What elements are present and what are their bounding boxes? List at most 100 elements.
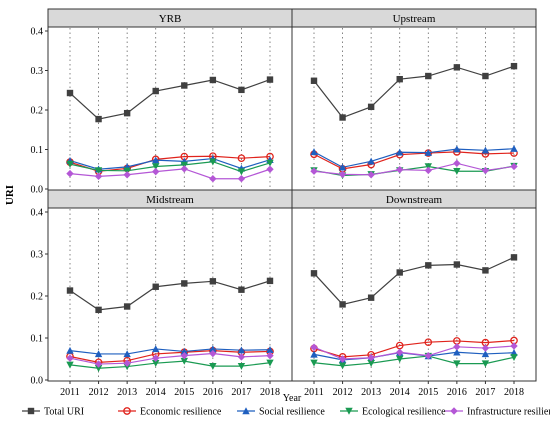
data-point-ecological-resilience: [66, 160, 74, 168]
panel-downstream: Downstream 2011 2012 2013 2014 2015 2016 2017 20…: [291, 189, 537, 398]
data-point-social-resilience: [237, 346, 246, 354]
x-tick-label: 2014: [390, 387, 410, 398]
data-point-infrastructure-resilience: [367, 171, 375, 179]
y-axis-title: URI: [4, 185, 16, 205]
panel-upstream: Upstream: [291, 8, 537, 191]
series-line-social-resilience: [313, 148, 515, 168]
x-tick-label: 2015: [418, 387, 438, 398]
data-point-ecological-resilience: [152, 163, 160, 171]
data-point-infrastructure-resilience: [510, 342, 518, 350]
legend-item-infrastructure-resilience: Infrastructure resilience: [445, 407, 550, 418]
series-line-social-resilience: [69, 157, 271, 170]
data-point-economic-resilience: [424, 338, 433, 347]
panel-title: Midstream: [146, 194, 194, 206]
plot-area: [47, 207, 293, 382]
data-point-ecological-resilience: [209, 158, 217, 166]
plot-area: [291, 207, 537, 382]
legend-label: Total URI: [44, 407, 84, 418]
data-point-infrastructure-resilience: [94, 360, 103, 368]
x-tick-label: 2014: [146, 387, 166, 398]
data-point-infrastructure-resilience: [338, 170, 347, 179]
data-point-total-uri: [510, 62, 518, 70]
panel-title: Downstream: [386, 194, 443, 206]
data-point-infrastructure-resilience: [453, 343, 461, 351]
data-point-social-resilience: [180, 347, 188, 355]
data-point-total-uri: [266, 277, 274, 285]
data-point-ecological-resilience: [510, 354, 518, 362]
series-line-total-uri: [313, 256, 515, 306]
series-line-economic-resilience: [69, 349, 271, 363]
data-point-ecological-resilience: [481, 360, 490, 368]
y-tick-label: 0.2: [31, 292, 44, 303]
data-point-total-uri: [310, 270, 318, 277]
data-point-total-uri: [95, 115, 102, 123]
x-tick-label: 2012: [89, 387, 109, 398]
data-point-infrastructure-resilience: [94, 172, 103, 181]
legend-item-total-uri: Total URI: [22, 407, 84, 418]
data-point-total-uri: [266, 76, 274, 83]
data-point-total-uri: [95, 306, 102, 314]
panel-midstream: Midstream 0.0 0.1 0.2 0.3 0.4 2011 2012 2013 2014…: [31, 189, 293, 398]
data-point-infrastructure-resilience: [152, 167, 160, 176]
series-line-total-uri: [313, 65, 515, 119]
data-point-infrastructure-resilience: [209, 349, 217, 358]
data-point-infrastructure-resilience: [510, 162, 518, 171]
data-point-infrastructure-resilience: [209, 175, 217, 183]
x-tick-label: 2017: [231, 387, 251, 398]
series-line-infrastructure-resilience: [313, 162, 515, 176]
data-point-total-uri: [425, 262, 432, 269]
data-point-ecological-resilience: [310, 359, 318, 367]
data-point-total-uri: [453, 64, 461, 71]
data-point-total-uri: [367, 294, 375, 301]
data-point-total-uri: [66, 287, 74, 294]
series-line-total-uri: [69, 280, 271, 311]
legend-item-ecological-resilience: Ecological resilience: [340, 407, 446, 418]
data-point-total-uri: [66, 89, 74, 97]
data-point-total-uri: [238, 86, 245, 94]
data-point-social-resilience: [338, 163, 347, 171]
series-line-economic-resilience: [313, 151, 515, 170]
x-tick-label: 2011: [304, 387, 324, 398]
legend-marker: [345, 407, 353, 415]
legend-label: Ecological resilience: [362, 407, 446, 418]
series-line-ecological-resilience: [313, 355, 515, 367]
data-point-total-uri: [425, 72, 432, 80]
data-point-social-resilience: [396, 148, 404, 156]
data-point-ecological-resilience: [94, 365, 103, 372]
x-tick-label: 2017: [475, 387, 495, 398]
legend-marker: [242, 407, 250, 415]
data-point-total-uri: [453, 261, 461, 268]
y-tick-label: 0.3: [31, 250, 44, 261]
data-point-total-uri: [396, 269, 403, 276]
data-point-social-resilience: [123, 350, 131, 358]
data-point-infrastructure-resilience: [396, 165, 404, 174]
series-line-infrastructure-resilience: [69, 168, 271, 180]
series-line-total-uri: [69, 79, 271, 120]
data-point-ecological-resilience: [338, 362, 347, 370]
data-point-infrastructure-resilience: [152, 354, 160, 362]
y-tick-label: 0.0: [31, 376, 44, 387]
data-point-social-resilience: [453, 145, 461, 153]
x-tick-label: 2011: [60, 387, 80, 398]
series-line-social-resilience: [69, 348, 271, 355]
legend-label: Social resilience: [259, 407, 325, 418]
data-point-social-resilience: [481, 146, 490, 154]
legend-item-social-resilience: Social resilience: [237, 407, 325, 418]
data-point-total-uri: [209, 76, 217, 84]
data-point-infrastructure-resilience: [123, 359, 131, 367]
data-point-ecological-resilience: [237, 362, 246, 370]
data-point-infrastructure-resilience: [338, 355, 347, 363]
y-tick-label: 0.2: [31, 106, 44, 117]
data-point-social-resilience: [152, 156, 160, 164]
data-point-economic-resilience: [237, 154, 246, 163]
data-point-total-uri: [123, 303, 131, 310]
data-point-ecological-resilience: [266, 359, 274, 367]
y-tick-label: 0.4: [31, 208, 44, 219]
x-tick-label: 2015: [174, 387, 194, 398]
x-axis-title: Year: [283, 393, 302, 404]
data-point-ecological-resilience: [453, 168, 461, 175]
data-point-total-uri: [396, 75, 403, 83]
data-point-social-resilience: [209, 345, 217, 353]
data-point-social-resilience: [453, 348, 461, 356]
data-point-total-uri: [209, 278, 217, 285]
